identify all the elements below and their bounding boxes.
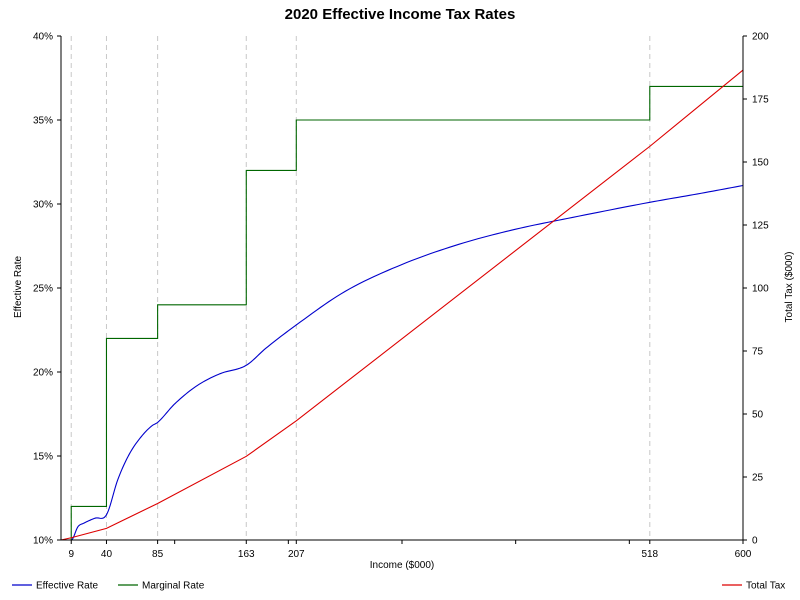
y-right-tick-label: 175 bbox=[752, 95, 769, 106]
y-left-tick-label: 10% bbox=[33, 536, 53, 547]
y-left-tick-label: 40% bbox=[33, 32, 53, 43]
y-left-tick-label: 30% bbox=[33, 200, 53, 211]
y-right-tick-label: 125 bbox=[752, 221, 769, 232]
tick-labels: 10% 15% 20% 25% 30% 35% 40% 0 25 50 75 100 125 150 175… bbox=[33, 32, 769, 561]
axes bbox=[60, 36, 744, 541]
legend-label: Effective Rate bbox=[36, 581, 99, 592]
x-tick-label: 518 bbox=[641, 549, 658, 560]
bracket-gridlines bbox=[70, 36, 651, 540]
series-line-marginal-rate bbox=[61, 85, 743, 541]
y-right-tick-label: 75 bbox=[752, 347, 764, 358]
series-lines bbox=[60, 69, 744, 541]
y-left-tick-label: 15% bbox=[33, 452, 53, 463]
y-axis-left-title: Effective Rate bbox=[13, 256, 24, 319]
legend: Effective Rate Marginal Rate Total Tax bbox=[12, 581, 785, 592]
x-tick-label: 9 bbox=[68, 549, 74, 560]
y-axis-right-title: Total Tax ($000) bbox=[784, 252, 795, 323]
y-right-tick-label: 25 bbox=[752, 473, 764, 484]
legend-label: Marginal Rate bbox=[142, 581, 205, 592]
y-left-tick-label: 25% bbox=[33, 284, 53, 295]
x-tick-label: 600 bbox=[735, 549, 752, 560]
y-right-tick-label: 200 bbox=[752, 32, 769, 43]
chart-title: 2020 Effective Income Tax Rates bbox=[285, 6, 516, 23]
legend-label: Total Tax bbox=[746, 581, 785, 592]
x-tick-label: 40 bbox=[101, 549, 113, 560]
series-line-effective-rate bbox=[61, 184, 744, 541]
x-tick-label: 163 bbox=[238, 549, 255, 560]
x-tick-label: 85 bbox=[152, 549, 164, 560]
y-right-tick-label: 100 bbox=[752, 284, 769, 295]
y-left-tick-label: 35% bbox=[33, 116, 53, 127]
x-axis-title: Income ($000) bbox=[370, 560, 434, 571]
y-right-tick-label: 0 bbox=[752, 536, 758, 547]
series-line-total-tax bbox=[60, 69, 744, 541]
y-left-tick-label: 20% bbox=[33, 368, 53, 379]
y-right-tick-label: 50 bbox=[752, 410, 764, 421]
x-tick-label: 207 bbox=[288, 549, 305, 560]
y-right-tick-label: 150 bbox=[752, 158, 769, 169]
